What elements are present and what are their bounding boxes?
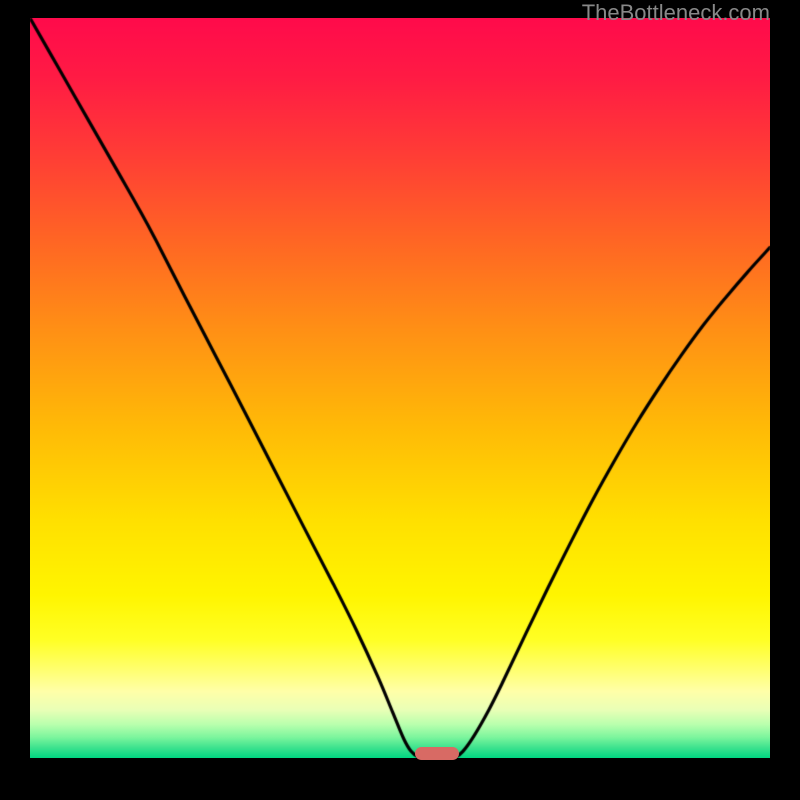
optimum-marker <box>415 747 459 760</box>
gradient-background <box>30 18 770 758</box>
chart-container: TheBottleneck.com <box>0 0 800 800</box>
watermark-text: TheBottleneck.com <box>582 0 770 26</box>
